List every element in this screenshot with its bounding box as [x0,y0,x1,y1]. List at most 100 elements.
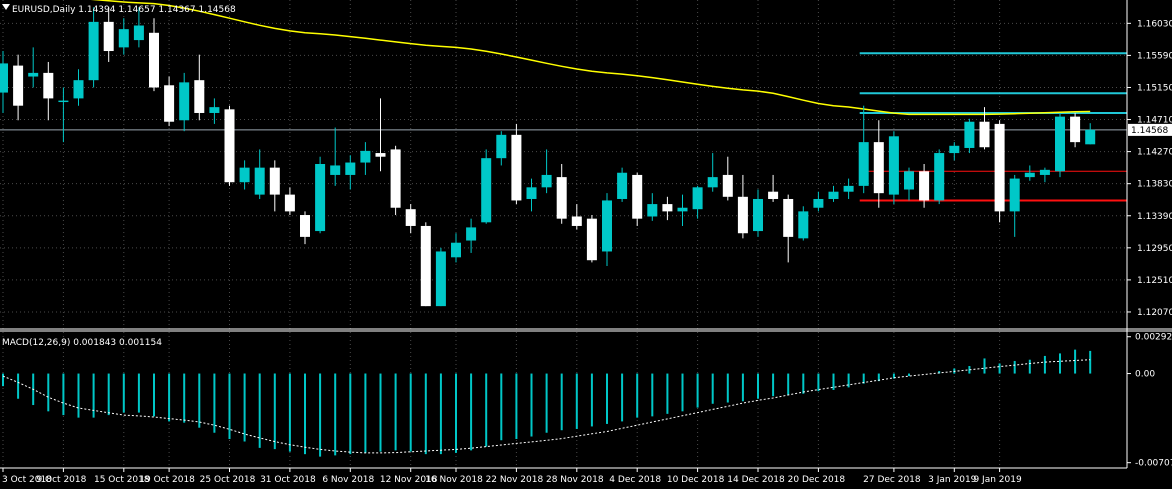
candle-bull [904,171,914,190]
current-price-label: 1.14568 [1131,126,1168,136]
candle-bear [269,167,280,195]
candle-bear [194,80,205,113]
candle-bull [541,174,552,188]
candle-bear [43,72,54,99]
candle-bull [496,134,507,159]
candle-bull [888,136,899,195]
signal-line [2,359,1091,454]
candle-bull [1039,169,1050,175]
candle-bear [994,123,1005,212]
candle-bull [707,177,718,188]
macd-tick-label: 0.002924 [1135,333,1172,343]
candle-bear [149,32,159,88]
candle-bear [420,225,431,307]
candle-bull [677,207,688,212]
date-tick-label: 28 Nov 2018 [546,475,604,485]
date-tick-label: 9 Jan 2019 [973,475,1021,485]
macd-histogram [2,349,1092,457]
candle-bull [602,200,612,252]
price-tick-label: 1.16030 [1137,19,1172,29]
candle-bull [360,150,371,163]
price-axis: 1.16030 1.15590 1.15150 1.14710 1.14270 1.138… [1127,19,1172,318]
candle-bull [179,82,190,121]
candle-bull [254,167,265,195]
candle-bear [722,174,733,197]
date-tick-label: 19 Oct 2018 [139,475,195,485]
candle-bull [28,72,39,77]
chart-window-menu-icon[interactable] [2,4,10,10]
horizontal-lines[interactable]: 1.14568 [0,52,1172,202]
candle-bull [813,198,824,208]
candle-bear [164,85,175,122]
candle-bull [1024,172,1035,178]
price-tick-label: 1.15590 [1137,51,1172,61]
candle-bear [662,204,673,212]
candle-bull [692,187,703,210]
date-tick-label: 22 Nov 2018 [486,475,544,485]
candle-bull [330,165,341,175]
candle-bull [843,185,854,192]
candle-bear [511,134,522,201]
candle-bull [1055,116,1065,172]
candle-bear [632,174,643,219]
ma-line [90,0,1091,116]
candle-bull [466,227,477,241]
candle-bull [1009,178,1020,212]
candle-bear [405,209,416,226]
price-tick-label: 1.15150 [1137,83,1172,93]
candle-bear [571,216,582,226]
macd-header: MACD(12,26,9) 0.001843 0.001154 [2,338,162,348]
macd-tick-label: 0.00 [1135,370,1155,380]
candle-bull [617,172,628,199]
date-tick-label: 3 Oct 2018 [2,475,52,485]
price-tick-label: 1.12510 [1137,276,1172,286]
candle-bear [284,194,295,212]
candle-bear [224,109,235,183]
candle-bull [753,198,763,232]
current-price-box [1128,123,1172,136]
macd-axis: 0.002924 0.00 -0.007078 [1127,333,1172,469]
candle-bear [783,198,794,237]
candle-bull [0,63,8,93]
candle-bull [315,164,326,232]
price-tick-label: 1.13390 [1137,212,1172,222]
date-tick-label: 20 Dec 2018 [788,475,846,485]
candles[interactable] [0,7,1096,307]
candle-bear [13,65,24,106]
symbol-header: EURUSD,Daily 1.14394 1.14657 1.14367 1.1… [12,5,236,15]
date-tick-label: 14 Dec 2018 [727,475,785,485]
candle-bear [300,215,310,237]
macd-signal-line [2,359,1091,454]
price-tick-label: 1.12070 [1137,308,1172,318]
date-tick-label: 10 Dec 2018 [667,475,725,485]
date-tick-label: 27 Dec 2018 [863,475,921,485]
candle-bear [737,196,748,234]
date-tick-label: 15 Oct 2018 [94,475,150,485]
candle-bull [435,251,446,307]
candle-bear [556,177,567,219]
candle-bull [949,145,960,154]
price-tick-label: 1.13830 [1137,180,1172,190]
candle-bear [1070,116,1081,143]
candle-bull [209,107,220,113]
candle-bull [239,167,250,183]
candle-bull [526,187,537,199]
candle-bear [873,142,884,194]
date-tick-label: 31 Oct 2018 [260,475,316,485]
candle-bull [647,204,658,217]
candle-bull [964,121,975,148]
candle-bull [858,142,869,186]
candle-bull [118,29,129,48]
date-tick-label: 12 Nov 2018 [380,475,438,485]
price-tick-label: 1.12950 [1137,244,1172,254]
candle-bull [345,162,356,175]
date-tick-label: 3 Jan 2019 [928,475,976,485]
date-tick-label: 16 Nov 2018 [425,475,483,485]
candle-bull [58,100,69,103]
price-tick-label: 1.14710 [1137,116,1172,126]
date-tick-label: 25 Oct 2018 [200,475,256,485]
candle-bull [133,25,144,41]
